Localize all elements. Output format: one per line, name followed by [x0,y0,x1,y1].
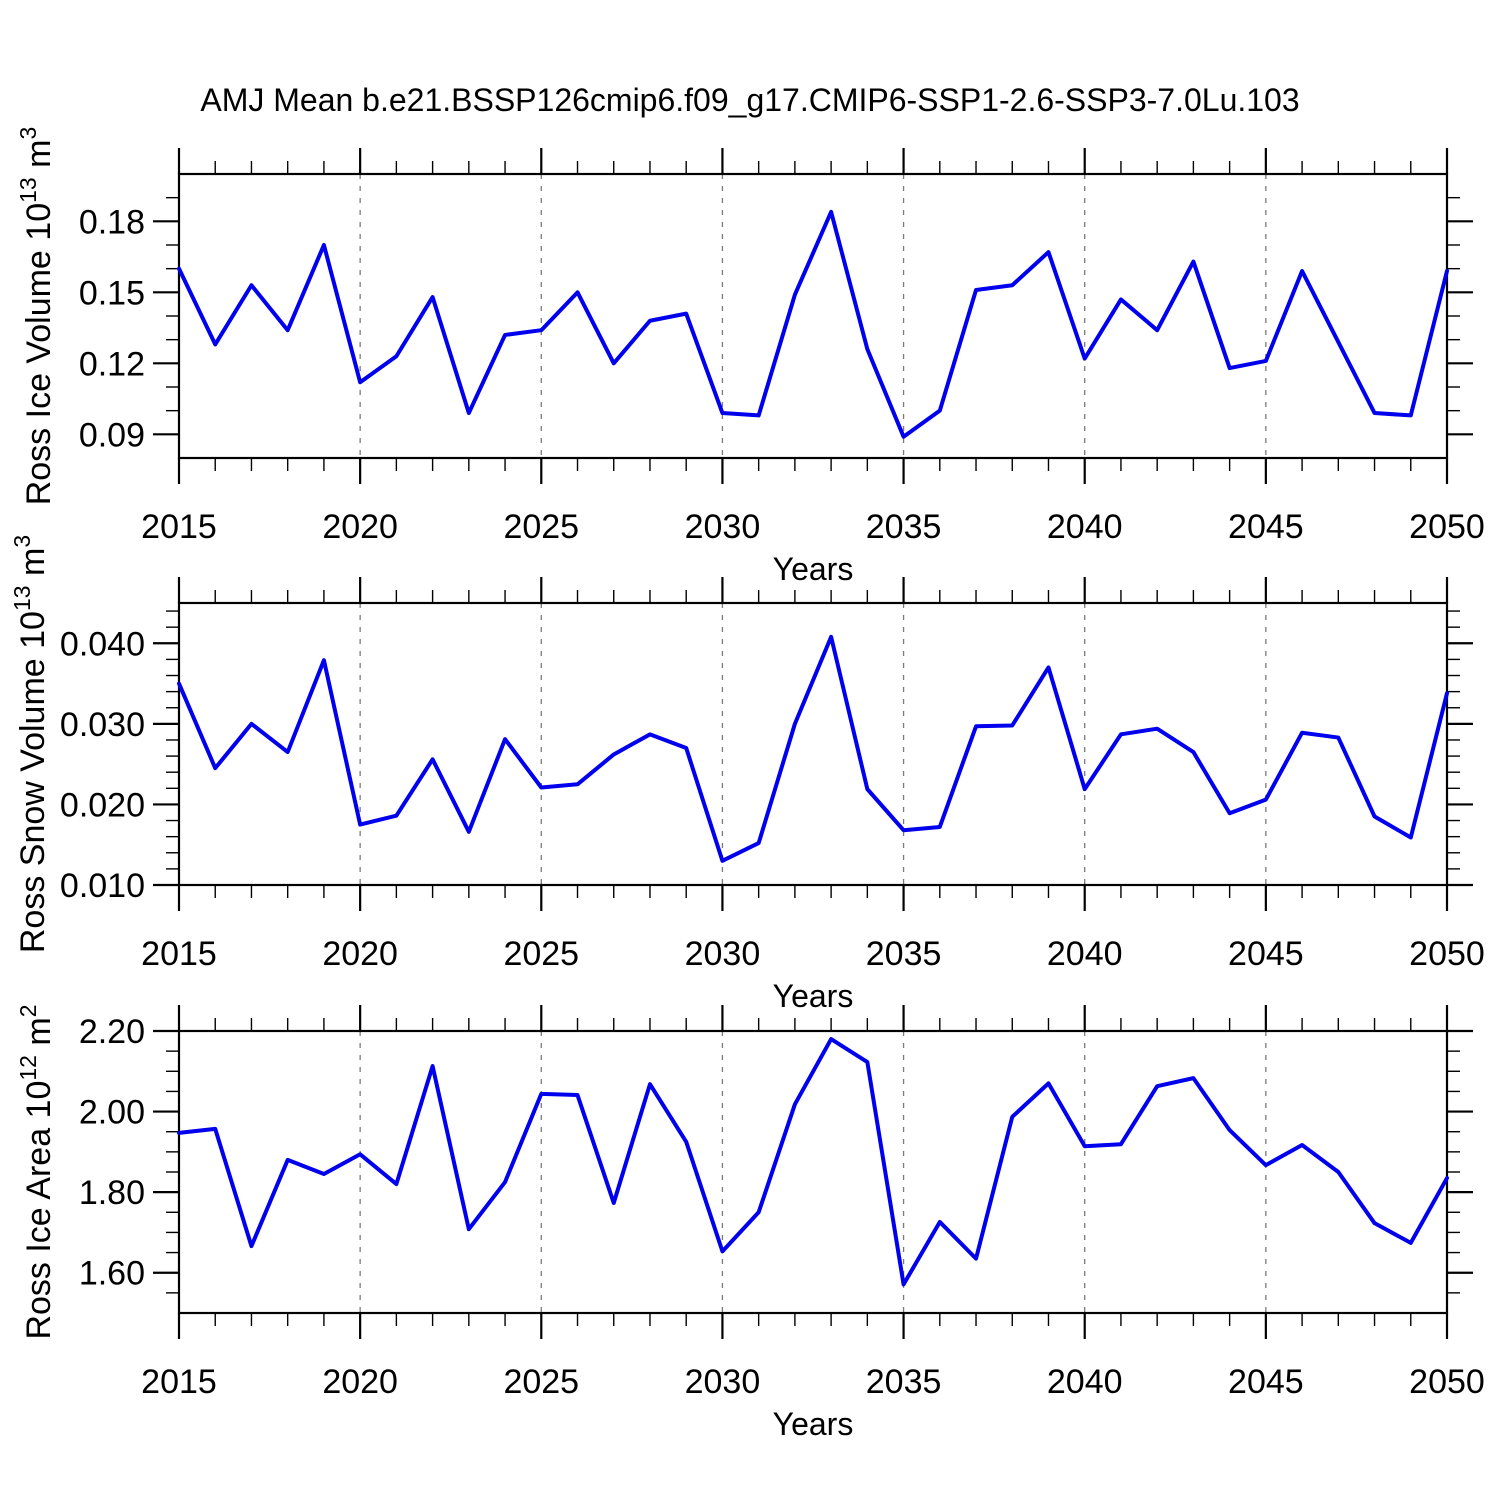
y-axis-title: Ross Snow Volume 1013 m3 [9,535,52,953]
y-tick-label: 0.18 [79,203,145,241]
y-axis-title: Ross Ice Volume 1013 m3 [15,127,58,506]
data-line [177,1037,1449,1287]
y-tick-label: 0.12 [79,345,145,383]
y-tick-label: 1.80 [79,1174,145,1212]
y-tick-label: 2.00 [79,1094,145,1132]
y-tick-label: 0.040 [60,625,145,663]
chart-ross-snow-volume: 0.010 0.020 0.030 0.040 2015 2020 2025 2030 2035… [9,535,1485,1014]
x-tick-label: 2025 [503,1363,579,1401]
x-tick-label: 2035 [866,935,942,973]
x-tick-label: 2035 [866,508,942,546]
x-tick-label: 2045 [1228,935,1304,973]
chart-ross-ice-area: 1.60 1.80 2.00 2.20 2015 2020 2025 2030 2035 2040… [15,1004,1485,1442]
x-tick-label: 2015 [141,1363,217,1401]
x-axis-title: Years [773,1406,854,1442]
x-axis-title: Years [773,551,854,587]
y-tick-label: 1.60 [79,1255,145,1293]
x-axis-title: Years [773,978,854,1014]
y-tick-label: 0.030 [60,706,145,744]
y-tick-label: 0.010 [60,867,145,905]
x-tick-label: 2025 [503,935,579,973]
x-tick-label: 2030 [685,1363,761,1401]
x-tick-label: 2035 [866,1363,942,1401]
x-tick-label: 2020 [322,508,398,546]
x-tick-label: 2030 [685,508,761,546]
plot-frame [177,601,1449,887]
y-axis-title: Ross Ice Area 1012 m2 [15,1004,58,1339]
x-tick-label: 2050 [1409,1363,1485,1401]
x-tick-label: 2050 [1409,508,1485,546]
x-tick-label: 2045 [1228,508,1304,546]
x-tick-label: 2015 [141,508,217,546]
y-tick-label: 0.09 [79,416,145,454]
x-tick-label: 2040 [1047,935,1123,973]
x-tick-label: 2045 [1228,1363,1304,1401]
y-tick-label: 2.20 [79,1013,145,1051]
x-tick-label: 2040 [1047,508,1123,546]
y-tick-label: 0.15 [79,274,145,312]
data-line [177,634,1449,863]
x-tick-label: 2030 [685,935,761,973]
figure-title: AMJ Mean b.e21.BSSP126cmip6.f09_g17.CMIP… [200,82,1300,118]
x-tick-label: 2020 [322,1363,398,1401]
x-tick-label: 2025 [503,508,579,546]
chart-ross-ice-volume: 0.09 0.12 0.15 0.18 2015 2020 2025 2030 2035 2040… [15,127,1485,587]
y-tick-label: 0.020 [60,786,145,824]
x-tick-label: 2050 [1409,935,1485,973]
plot-frame [177,172,1449,460]
x-tick-label: 2020 [322,935,398,973]
data-line [177,209,1449,439]
x-tick-label: 2040 [1047,1363,1123,1401]
x-tick-label: 2015 [141,935,217,973]
